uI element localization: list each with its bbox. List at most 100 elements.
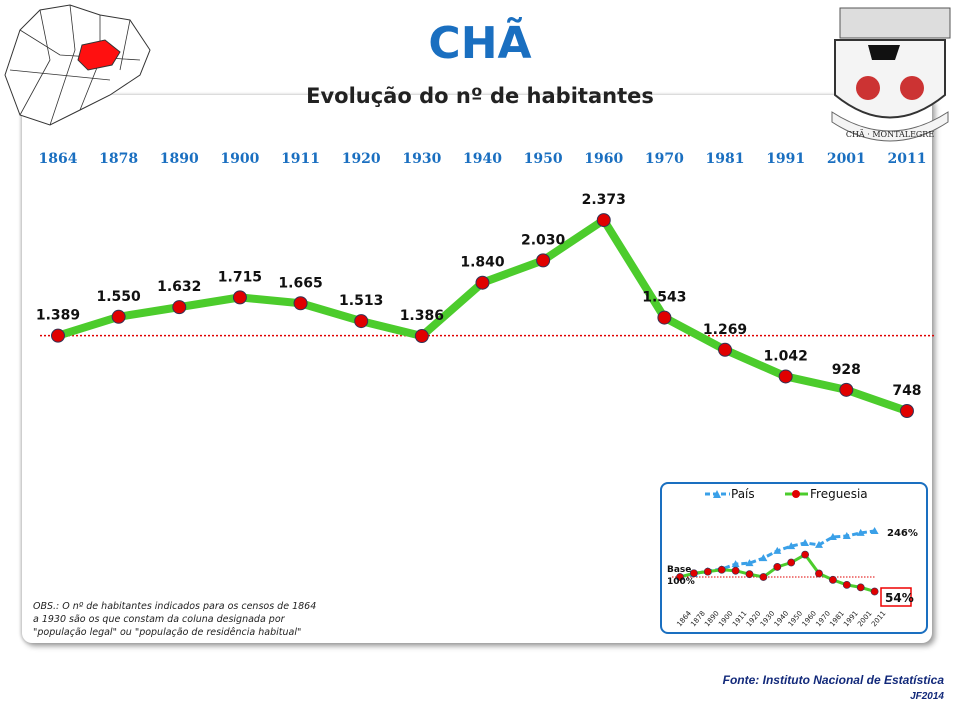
inset-x-tick: 2001 bbox=[856, 609, 874, 628]
inset-freguesia-point bbox=[856, 583, 865, 592]
data-label: 1.042 bbox=[764, 348, 808, 364]
x-tick-label: 1960 bbox=[584, 151, 623, 167]
inset-x-tick: 1981 bbox=[828, 609, 846, 628]
chart-subtitle: Evolução do nº de habitantes bbox=[306, 84, 654, 108]
inset-x-tick: 1960 bbox=[801, 609, 819, 628]
legend-freguesia-label: Freguesia bbox=[810, 487, 868, 501]
x-tick-label: 1878 bbox=[99, 151, 138, 167]
inset-freguesia-point bbox=[801, 550, 809, 559]
data-label: 1.715 bbox=[218, 269, 262, 285]
inset-base-label: Base bbox=[667, 565, 691, 575]
data-label: 1.840 bbox=[460, 255, 505, 271]
inset-freguesia-end-label: 54% bbox=[885, 591, 914, 605]
inset-pais-point bbox=[801, 538, 810, 546]
data-point bbox=[778, 369, 793, 384]
data-point bbox=[354, 314, 369, 329]
inset-freguesia-point bbox=[676, 573, 684, 581]
inset-pais-end-label: 246% bbox=[887, 528, 918, 539]
inset-x-tick: 1940 bbox=[773, 609, 791, 628]
inset-freguesia-point bbox=[745, 570, 754, 579]
data-point bbox=[111, 309, 126, 324]
inset-pais-point bbox=[759, 554, 768, 562]
data-point bbox=[718, 342, 733, 357]
data-point bbox=[51, 328, 65, 343]
inset-chart bbox=[660, 482, 928, 634]
inset-freguesia-end-box bbox=[880, 587, 912, 607]
x-tick-label: 1950 bbox=[524, 151, 563, 167]
x-tick-label: 1940 bbox=[463, 151, 502, 167]
legend-freguesia-icon bbox=[792, 490, 800, 498]
x-tick-label: 1970 bbox=[645, 151, 684, 167]
x-tick-label: 1911 bbox=[281, 151, 320, 167]
inset-pais-point bbox=[870, 527, 879, 535]
inset-freguesia-point bbox=[870, 587, 879, 596]
x-tick-label: 1981 bbox=[706, 151, 745, 167]
data-point bbox=[536, 253, 551, 268]
data-label: 2.030 bbox=[521, 232, 566, 248]
inset-freguesia-point bbox=[717, 565, 726, 574]
inset-freguesia-point bbox=[829, 575, 837, 584]
inset-pais-point bbox=[745, 559, 754, 567]
inset-x-tick: 1878 bbox=[689, 609, 707, 628]
inset-x-tick: 1900 bbox=[717, 609, 735, 628]
inset-freguesia-point bbox=[815, 569, 823, 578]
inset-x-tick: 1920 bbox=[745, 609, 763, 628]
inset-pais-point bbox=[787, 542, 796, 550]
data-label: 928 bbox=[832, 362, 861, 378]
data-label: 1.550 bbox=[96, 289, 141, 305]
inset-pais-point bbox=[815, 540, 823, 548]
inset-pais-point bbox=[731, 560, 740, 568]
map-icon bbox=[4, 4, 151, 126]
inset-freguesia-point bbox=[731, 566, 740, 575]
data-point bbox=[657, 310, 672, 325]
x-tick-label: 1890 bbox=[160, 151, 199, 167]
credit-text: JF2014 bbox=[910, 691, 944, 702]
inset-pais-point bbox=[828, 532, 837, 540]
data-point bbox=[232, 290, 247, 305]
x-tick-label: 2011 bbox=[887, 151, 926, 167]
data-point bbox=[414, 329, 429, 344]
inset-freguesia-point bbox=[759, 573, 768, 581]
data-label: 1.269 bbox=[703, 322, 747, 338]
legend-pais-label: País bbox=[731, 487, 755, 501]
data-point bbox=[293, 296, 308, 311]
x-tick-label: 2001 bbox=[827, 151, 866, 167]
inset-pais-point bbox=[773, 546, 782, 554]
data-point bbox=[899, 404, 914, 418]
data-label: 1.543 bbox=[642, 290, 686, 306]
obs-note: OBS.: O nº de habitantes indicados para … bbox=[33, 601, 317, 638]
inset-pais-point bbox=[842, 532, 851, 540]
data-point bbox=[475, 275, 490, 290]
inset-x-tick: 1930 bbox=[759, 609, 777, 628]
inset-x-tick: 1970 bbox=[814, 609, 832, 628]
inset-x-tick: 1950 bbox=[787, 609, 805, 628]
data-label: 1.665 bbox=[278, 275, 322, 291]
data-label: 1.513 bbox=[339, 293, 383, 309]
inset-x-tick: 1991 bbox=[842, 609, 860, 628]
data-point bbox=[172, 300, 187, 315]
x-tick-label: 1991 bbox=[766, 151, 805, 167]
inset-freguesia-point bbox=[690, 569, 698, 578]
data-point bbox=[839, 382, 854, 397]
crest-icon: CHÃ · MONTALEGRE bbox=[831, 7, 951, 142]
inset-base-percent: 100% bbox=[667, 577, 695, 587]
x-tick-label: 1864 bbox=[39, 151, 78, 167]
data-label: 1.386 bbox=[400, 308, 444, 324]
inset-freguesia-point bbox=[787, 558, 796, 567]
data-label: 1.632 bbox=[157, 279, 201, 295]
inset-freguesia-point bbox=[773, 563, 782, 571]
crest-motto: CHÃ · MONTALEGRE bbox=[846, 130, 934, 139]
inset-x-tick: 1890 bbox=[703, 609, 721, 628]
inset-x-tick: 1911 bbox=[731, 609, 749, 628]
data-label: 1.389 bbox=[36, 308, 80, 324]
legend-pais-icon bbox=[713, 490, 721, 498]
inset-pais-point bbox=[856, 528, 865, 536]
source-text: Fonte: Instituto Nacional de Estatística bbox=[722, 673, 944, 687]
inset-x-tick: 2011 bbox=[870, 609, 888, 628]
x-tick-label: 1900 bbox=[220, 151, 259, 167]
data-label: 748 bbox=[892, 383, 921, 399]
x-tick-label: 1920 bbox=[342, 151, 381, 167]
data-point bbox=[596, 213, 611, 228]
